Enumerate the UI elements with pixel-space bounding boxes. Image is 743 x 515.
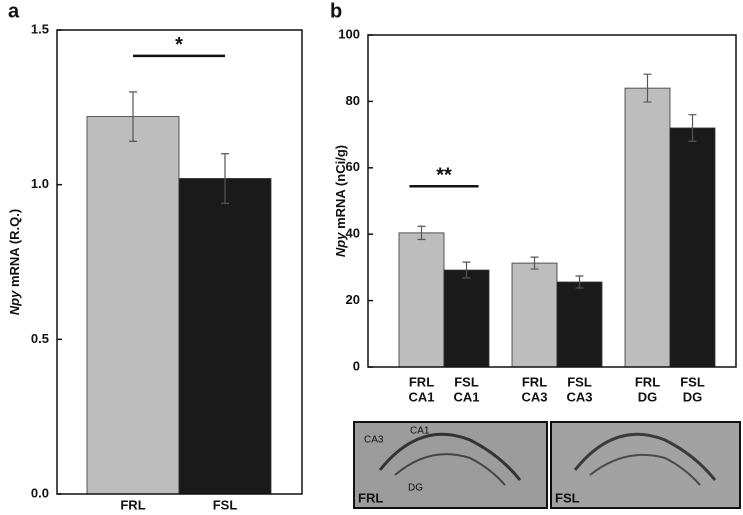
x-tick-label: FRL bbox=[522, 374, 547, 389]
x-tick-label: FSL bbox=[567, 374, 592, 389]
bar bbox=[398, 232, 445, 368]
y-tick-label: 1.5 bbox=[31, 21, 49, 36]
error-bar bbox=[129, 91, 137, 142]
panel-label: b bbox=[330, 0, 342, 22]
significance-label: * bbox=[175, 34, 183, 56]
hippocampus-shape bbox=[589, 453, 701, 486]
bar bbox=[86, 116, 180, 495]
image-label: FSL bbox=[555, 490, 580, 505]
x-tick-label: DG bbox=[638, 389, 658, 404]
image-label: FRL bbox=[358, 490, 383, 505]
x-tick-label: CA3 bbox=[566, 389, 592, 404]
region-label: DG bbox=[408, 483, 423, 494]
bar bbox=[443, 269, 490, 368]
error-bar bbox=[643, 73, 652, 103]
y-axis-label-text: mRNA (R.Q.) bbox=[7, 209, 22, 291]
region-label: CA1 bbox=[410, 426, 430, 437]
bar bbox=[178, 178, 272, 495]
x-tick-label: FSL bbox=[454, 374, 479, 389]
x-tick-label: CA1 bbox=[453, 389, 479, 404]
plot-frame bbox=[56, 29, 303, 495]
plot-frame bbox=[367, 34, 737, 368]
y-axis-label: Npy mRNA (nCi/g) bbox=[333, 145, 348, 257]
y-tick-label: 0.0 bbox=[31, 485, 49, 500]
x-tick-label: FRL bbox=[120, 497, 145, 512]
brain-images: CA3 CA1 DG FRL FSL bbox=[353, 421, 741, 509]
hippocampus-shape bbox=[378, 432, 522, 481]
y-tick-label: 80 bbox=[346, 93, 360, 108]
bar bbox=[556, 281, 603, 368]
y-tick-label: 60 bbox=[346, 159, 360, 174]
x-tick-label: DG bbox=[683, 389, 703, 404]
y-axis-label-gene: Npy bbox=[7, 290, 22, 315]
y-tick-label: 100 bbox=[338, 26, 360, 41]
error-bar bbox=[688, 114, 697, 142]
bar bbox=[669, 127, 716, 368]
y-axis-label-gene: Npy bbox=[333, 232, 348, 257]
error-bar bbox=[417, 225, 426, 241]
error-bar bbox=[530, 256, 539, 270]
bar bbox=[624, 87, 671, 368]
error-bar bbox=[221, 153, 229, 204]
y-tick-label: 40 bbox=[346, 226, 360, 241]
y-tick-label: 1.0 bbox=[31, 176, 49, 191]
region-label: CA3 bbox=[364, 435, 384, 446]
hippocampus-shape bbox=[394, 453, 506, 486]
y-tick-label: 0 bbox=[353, 358, 360, 373]
x-tick-label: CA3 bbox=[521, 389, 547, 404]
x-tick-label: FRL bbox=[409, 374, 434, 389]
x-tick-label: CA1 bbox=[408, 389, 434, 404]
significance-label: ** bbox=[436, 165, 452, 187]
y-axis-label: Npy mRNA (R.Q.) bbox=[7, 209, 22, 315]
y-tick-label: 0.5 bbox=[31, 331, 49, 346]
error-bar bbox=[575, 275, 584, 289]
x-tick-label: FSL bbox=[680, 374, 705, 389]
x-tick-label: FSL bbox=[213, 497, 238, 512]
y-tick-label: 20 bbox=[346, 292, 360, 307]
error-bar bbox=[462, 261, 471, 279]
y-axis-label-text: mRNA (nCi/g) bbox=[333, 145, 348, 233]
x-tick-label: FRL bbox=[635, 374, 660, 389]
bar bbox=[511, 262, 558, 368]
panel-label: a bbox=[8, 0, 20, 22]
hippocampus-shape bbox=[573, 432, 717, 481]
